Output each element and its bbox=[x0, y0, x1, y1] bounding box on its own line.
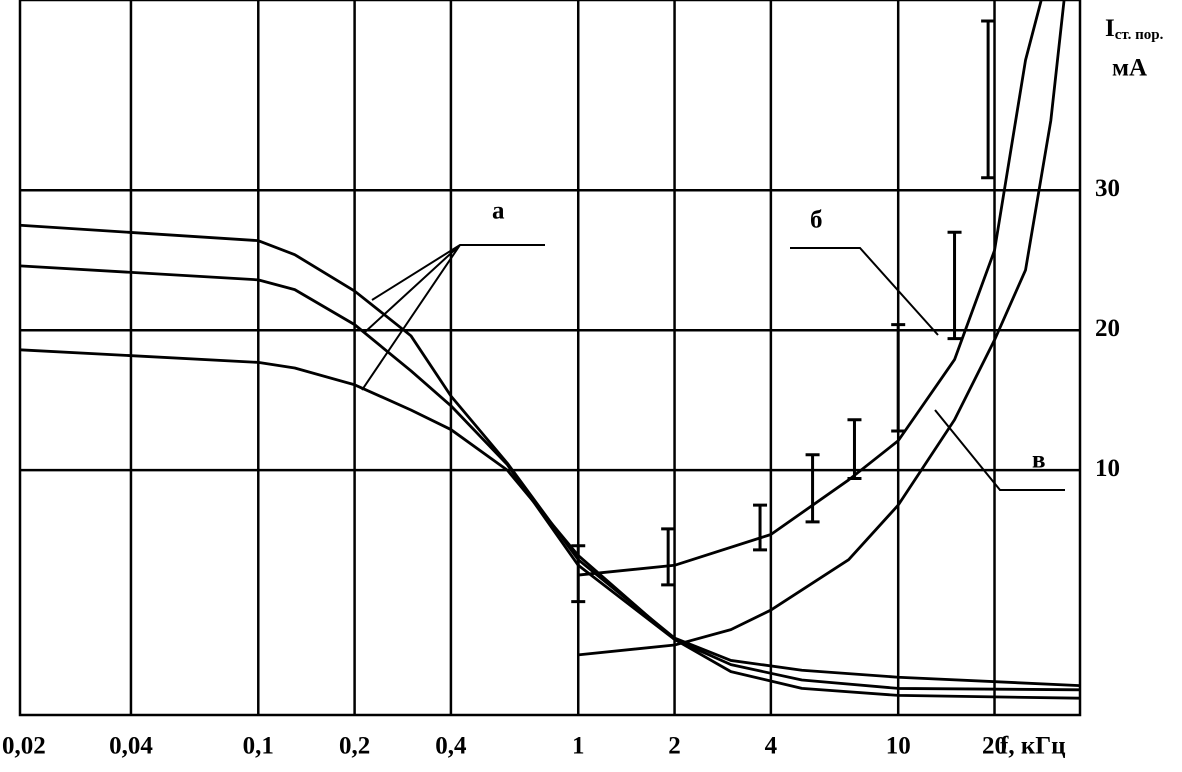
error-bar bbox=[753, 503, 768, 552]
plot-frame bbox=[18, 0, 1082, 717]
y-label-sub: ст. пор. bbox=[1115, 27, 1164, 43]
y-unit: мА bbox=[1112, 55, 1147, 82]
error-bar bbox=[891, 323, 906, 433]
leader-line bbox=[361, 244, 545, 391]
x-tick-label: 0,2 bbox=[339, 733, 370, 760]
error-bar bbox=[571, 544, 586, 604]
x-tick-label: 0,1 bbox=[243, 733, 274, 760]
y-tick-label: 20 bbox=[1095, 315, 1120, 342]
leader-line bbox=[790, 247, 939, 336]
y-tick-label: 30 bbox=[1095, 175, 1120, 202]
error-bar bbox=[805, 453, 820, 524]
leader-line bbox=[934, 409, 1065, 491]
annotation: в bbox=[1032, 447, 1046, 474]
error-bar bbox=[981, 19, 996, 180]
x-axis-label: f, кГц bbox=[1000, 733, 1066, 760]
x-tick-label: 2 bbox=[668, 733, 681, 760]
y-label-main: I bbox=[1105, 15, 1115, 42]
x-tick-label: 10 bbox=[886, 733, 911, 760]
x-tick-label: 0,04 bbox=[109, 733, 153, 760]
curve bbox=[19, 348, 1081, 700]
curve bbox=[19, 264, 1081, 692]
error-bar bbox=[661, 527, 676, 587]
x-tick-label: 0,02 bbox=[2, 733, 46, 760]
y-tick-label: 10 bbox=[1095, 455, 1120, 482]
annotation: а bbox=[492, 198, 505, 225]
error-bar bbox=[947, 230, 962, 341]
x-tick-label: 0,4 bbox=[435, 733, 467, 760]
x-tick-label: 20 bbox=[982, 733, 1007, 760]
y-axis-label: Iст. пор. bbox=[1105, 15, 1164, 44]
curve bbox=[578, 0, 1066, 657]
error-bar bbox=[847, 418, 862, 481]
x-tick-label: 4 bbox=[765, 733, 778, 760]
x-tick-label: 1 bbox=[572, 733, 585, 760]
curve bbox=[19, 223, 1081, 688]
curve bbox=[578, 0, 1043, 577]
annotation: б bbox=[810, 207, 823, 234]
